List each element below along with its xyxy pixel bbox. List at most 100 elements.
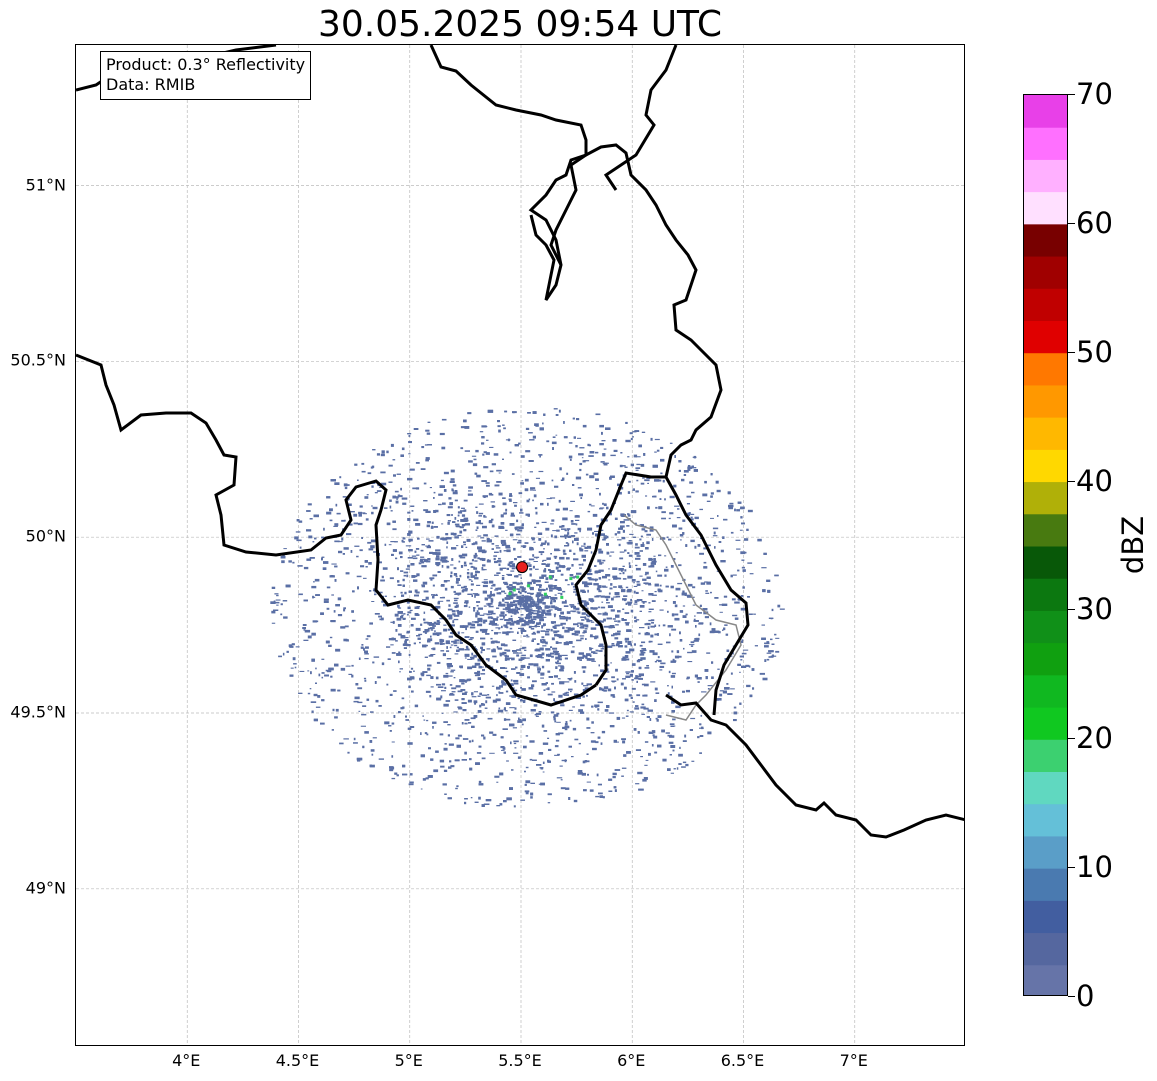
echo-pixel bbox=[597, 701, 603, 704]
echo-pixel bbox=[588, 578, 594, 581]
echo-pixel bbox=[584, 628, 588, 630]
echo-pixel bbox=[596, 587, 600, 591]
echo-pixel bbox=[472, 463, 478, 467]
echo-pixel bbox=[599, 443, 604, 446]
echo-pixel bbox=[495, 545, 499, 547]
echo-pixel bbox=[464, 600, 469, 604]
echo-pixel bbox=[538, 711, 542, 713]
echo-pixel bbox=[321, 676, 324, 679]
echo-pixel bbox=[543, 413, 546, 416]
echo-pixel bbox=[568, 678, 572, 681]
echo-pixel bbox=[599, 492, 601, 496]
echo-pixel bbox=[520, 699, 523, 701]
echo-pixel bbox=[453, 640, 457, 644]
echo-pixel bbox=[502, 631, 507, 634]
echo-pixel bbox=[600, 669, 604, 673]
radar-map[interactable] bbox=[76, 45, 965, 1046]
echo-pixel bbox=[409, 609, 413, 611]
echo-pixel bbox=[672, 601, 676, 604]
echo-pixel bbox=[561, 601, 567, 604]
echo-pixel bbox=[752, 687, 755, 690]
echo-pixel bbox=[410, 726, 415, 728]
echo-pixel bbox=[550, 523, 554, 525]
echo-pixel bbox=[532, 638, 536, 640]
echo-pixel bbox=[518, 492, 523, 495]
echo-pixel bbox=[589, 654, 592, 657]
echo-pixel bbox=[650, 619, 655, 622]
echo-pixel bbox=[674, 655, 680, 659]
echo-pixel bbox=[641, 703, 645, 706]
echo-pixel bbox=[369, 622, 373, 625]
radar-site-marker[interactable] bbox=[516, 561, 529, 574]
echo-pixel bbox=[550, 652, 555, 655]
echo-pixel bbox=[450, 669, 456, 671]
echo-pixel bbox=[553, 613, 557, 616]
echo-pixel bbox=[652, 734, 655, 737]
echo-pixel bbox=[478, 549, 484, 553]
echo-pixel bbox=[445, 537, 449, 540]
echo-pixel bbox=[740, 516, 743, 519]
echo-pixel bbox=[573, 591, 577, 593]
echo-pixel bbox=[530, 709, 536, 712]
echo-pixel bbox=[764, 659, 767, 662]
echo-pixel bbox=[490, 599, 494, 603]
echo-pixel bbox=[451, 558, 454, 561]
echo-pixel bbox=[371, 485, 374, 488]
echo-pixel bbox=[582, 581, 588, 585]
echo-pixel bbox=[723, 627, 726, 631]
echo-pixel bbox=[458, 648, 465, 651]
echo-pixel bbox=[533, 612, 539, 615]
echo-pixel bbox=[476, 601, 481, 603]
echo-pixel bbox=[631, 679, 634, 681]
echo-pixel bbox=[500, 539, 506, 543]
echo-pixel bbox=[488, 613, 492, 615]
echo-pixel bbox=[554, 634, 560, 637]
echo-pixel bbox=[682, 615, 687, 618]
echo-pixel bbox=[589, 503, 592, 506]
echo-pixel bbox=[656, 718, 659, 722]
echo-pixel bbox=[426, 733, 429, 736]
echo-pixel bbox=[646, 541, 650, 545]
echo-pixel bbox=[640, 657, 646, 660]
echo-pixel bbox=[622, 571, 625, 575]
echo-pixel bbox=[502, 608, 507, 610]
echo-pixel bbox=[578, 652, 584, 655]
echo-pixel bbox=[561, 525, 565, 528]
echo-pixel bbox=[481, 804, 485, 807]
echo-pixel bbox=[462, 692, 467, 695]
echo-pixel bbox=[595, 623, 601, 626]
echo-pixel bbox=[518, 616, 521, 618]
echo-pixel bbox=[456, 545, 459, 547]
map-panel[interactable] bbox=[75, 44, 965, 1046]
echo-pixel bbox=[600, 518, 604, 522]
echo-pixel bbox=[503, 708, 506, 711]
echo-pixel bbox=[631, 663, 636, 666]
echo-pixel bbox=[480, 651, 483, 654]
echo-pixel bbox=[481, 550, 486, 554]
echo-pixel bbox=[694, 545, 697, 549]
echo-pixel bbox=[468, 740, 472, 743]
echo-pixel bbox=[518, 442, 521, 445]
echo-pixel bbox=[422, 671, 428, 673]
echo-pixel bbox=[662, 479, 665, 483]
echo-pixel bbox=[601, 730, 606, 734]
echo-pixel bbox=[408, 590, 412, 593]
echo-pixel bbox=[505, 670, 509, 673]
echo-pixel bbox=[628, 565, 632, 568]
echo-pixel bbox=[502, 598, 505, 602]
echo-pixel bbox=[361, 462, 365, 465]
echo-pixel bbox=[580, 589, 585, 593]
echo-pixel bbox=[317, 695, 321, 698]
echo-pixel bbox=[722, 629, 724, 631]
echo-pixel bbox=[529, 740, 535, 743]
echo-pixel bbox=[570, 520, 574, 523]
echo-pixel bbox=[320, 722, 325, 725]
echo-pixel bbox=[489, 520, 493, 522]
echo-pixel bbox=[565, 542, 569, 544]
echo-pixel bbox=[307, 503, 312, 506]
echo-pixel bbox=[496, 607, 500, 609]
echo-pixel bbox=[464, 798, 468, 800]
echo-pixel bbox=[690, 641, 695, 644]
echo-pixel bbox=[604, 611, 607, 613]
echo-pixel bbox=[521, 631, 523, 635]
